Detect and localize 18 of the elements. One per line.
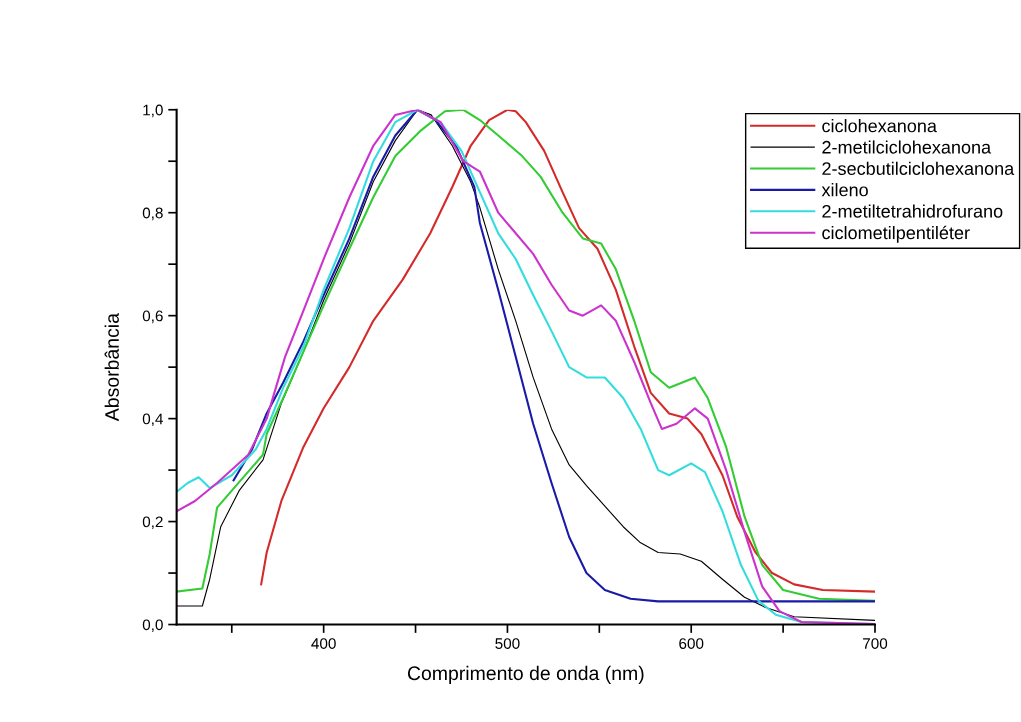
x-tick-label: 400 (311, 638, 336, 649)
legend-label: 2-metiltetrahidrofurano (822, 204, 1003, 218)
y-tick-label: 0,2 (142, 516, 163, 530)
legend-label: 2-metilciclohexanona (822, 140, 992, 154)
x-tick-label: 700 (863, 638, 888, 649)
y-tick-label: 0,8 (142, 207, 163, 221)
x-tick-label: 500 (495, 638, 520, 649)
y-tick-label: 0,6 (142, 310, 163, 324)
x-tick-label: 600 (679, 638, 704, 649)
legend-label: xileno (821, 183, 868, 197)
legend-label: ciclometilpentiléter (822, 225, 970, 243)
y-tick-label: 0,0 (142, 619, 163, 633)
y-tick-label: 0,4 (142, 413, 163, 427)
y-axis-title: Absorbância (104, 313, 119, 422)
legend-label: 2-secbutilciclohexanona (822, 161, 1015, 175)
y-tick-label: 1,0 (143, 104, 163, 118)
legend-label: ciclohexanona (822, 119, 937, 133)
x-axis-title: Comprimento de onda (nm) (407, 665, 644, 684)
